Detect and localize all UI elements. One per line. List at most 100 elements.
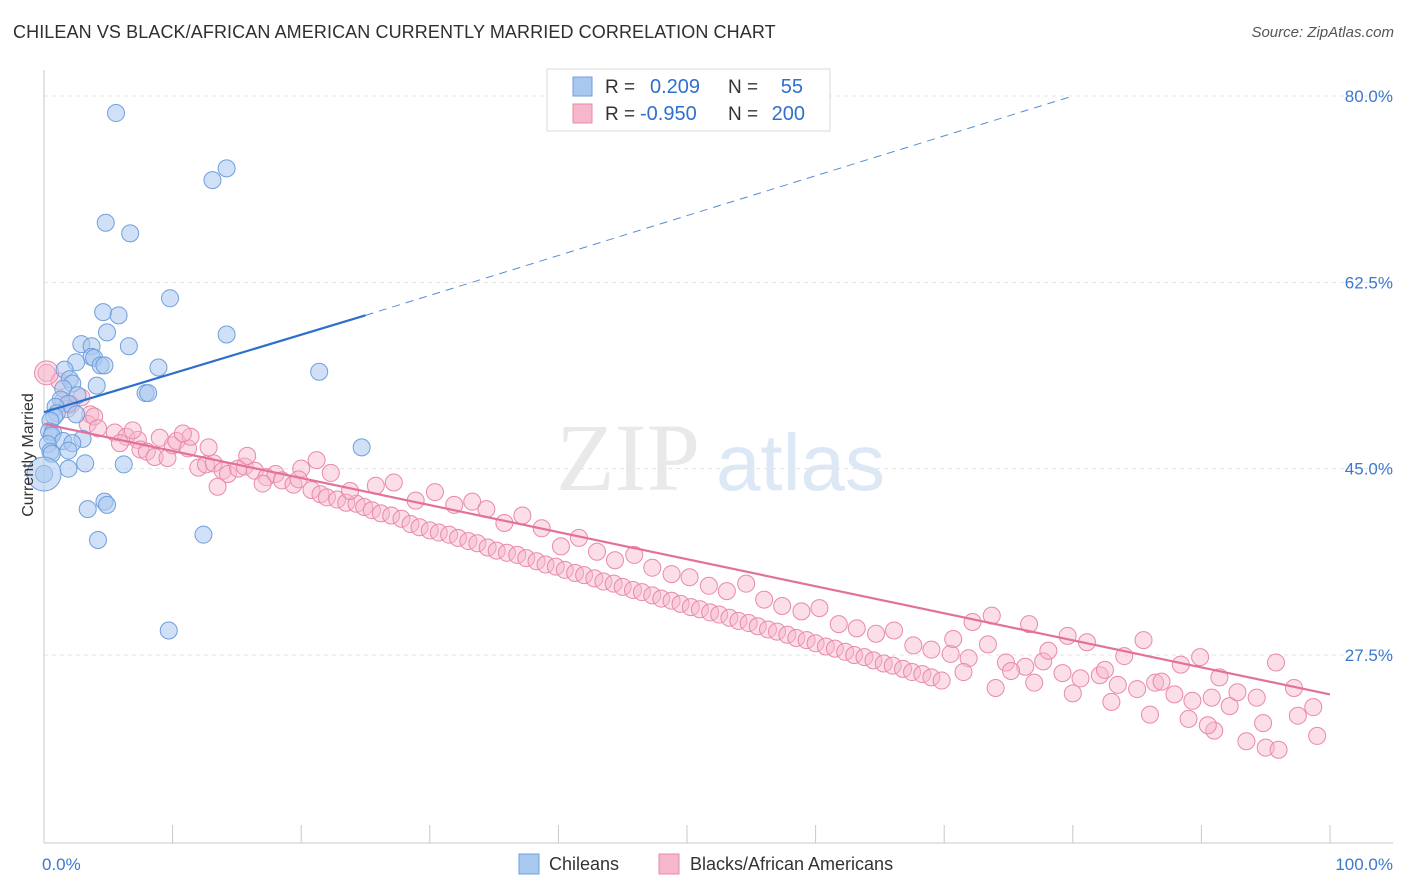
chileans-point-5 bbox=[161, 289, 180, 308]
blacks-point-163 bbox=[1002, 661, 1021, 680]
blacks-point-42 bbox=[382, 506, 401, 525]
blacks-point-56 bbox=[517, 549, 536, 568]
chileans-point-8 bbox=[217, 325, 236, 344]
chileans-trend-line bbox=[43, 314, 366, 414]
chileans-point-7 bbox=[109, 306, 128, 325]
blacks-point-145 bbox=[959, 649, 978, 668]
blacks-point-111 bbox=[321, 463, 340, 482]
blacks-point-144 bbox=[941, 644, 960, 663]
chileans-point-52 bbox=[78, 500, 97, 519]
blacks-point-125 bbox=[587, 542, 606, 561]
blacks-point-98 bbox=[922, 668, 941, 687]
chileans-trend-extension bbox=[365, 95, 1073, 316]
blacks-point-190 bbox=[1269, 740, 1288, 759]
blacks-point-157 bbox=[1183, 691, 1202, 710]
blacks-point-155 bbox=[1146, 673, 1165, 692]
blacks-point-171 bbox=[1152, 672, 1171, 691]
blacks-point-141 bbox=[885, 621, 904, 640]
blacks-point-123 bbox=[551, 537, 570, 556]
blacks-point-170 bbox=[1134, 631, 1153, 650]
chileans-point-46 bbox=[76, 454, 95, 473]
chart-title: CHILEAN VS BLACK/AFRICAN AMERICAN CURREN… bbox=[13, 22, 776, 42]
blacks-point-49 bbox=[449, 528, 468, 547]
blacks-trend-line bbox=[43, 422, 1331, 696]
x-tick-label-0: 0.0% bbox=[42, 855, 81, 874]
blacks-point-110 bbox=[307, 451, 326, 470]
blacks-point-188 bbox=[1237, 732, 1256, 751]
bottom-legend: Chileans Blacks/African Americans bbox=[518, 853, 893, 875]
chileans-point-55 bbox=[159, 621, 178, 640]
blacks-point-142 bbox=[904, 636, 923, 655]
legend-box: R = 0.209 N = 55 R = -0.950 N = 200 bbox=[546, 68, 831, 132]
chileans-point-47 bbox=[114, 455, 133, 474]
y-tick-label-1: 45.0% bbox=[1345, 460, 1393, 479]
watermark-zip: ZIP bbox=[556, 404, 700, 511]
blacks-point-51 bbox=[468, 534, 487, 553]
legend-r-label-1: R = bbox=[605, 104, 635, 125]
blacks-point-153 bbox=[1108, 675, 1127, 694]
blacks-point-101 bbox=[89, 419, 108, 438]
blacks-point-150 bbox=[1053, 664, 1072, 683]
blacks-point-132 bbox=[717, 582, 736, 601]
chileans-point-53 bbox=[194, 525, 213, 544]
blacks-point-75 bbox=[701, 603, 720, 622]
blacks-point-94 bbox=[883, 656, 902, 675]
blacks-point-182 bbox=[1025, 673, 1044, 692]
chileans-point-18 bbox=[149, 358, 168, 377]
bottom-legend-chileans: Chileans bbox=[549, 854, 619, 874]
blacks-point-164 bbox=[1020, 615, 1039, 634]
blacks-point-154 bbox=[1128, 680, 1147, 699]
chileans-point-23 bbox=[87, 376, 106, 395]
blacks-point-93 bbox=[874, 654, 893, 673]
blacks-point-11 bbox=[110, 434, 129, 453]
blacks-point-143 bbox=[922, 640, 941, 659]
blacks-point-68 bbox=[632, 583, 651, 602]
blacks-point-107 bbox=[238, 446, 257, 465]
blacks-point-129 bbox=[662, 565, 681, 584]
watermark-atlas: atlas bbox=[716, 418, 885, 507]
blacks-point-74 bbox=[690, 600, 709, 619]
chileans-point-3 bbox=[96, 213, 115, 232]
chileans-point-54 bbox=[89, 531, 108, 550]
chileans-point-large bbox=[26, 456, 62, 492]
chileans-point-43 bbox=[352, 438, 371, 457]
blacks-point-66 bbox=[613, 577, 632, 596]
y-tick-label-2: 62.5% bbox=[1345, 273, 1393, 292]
blacks-point-183 bbox=[1063, 684, 1082, 703]
blacks-point-148 bbox=[1016, 657, 1035, 676]
blacks-point-152 bbox=[1090, 666, 1109, 685]
blacks-point-116 bbox=[425, 483, 444, 502]
chileans-point-51 bbox=[98, 495, 117, 514]
chileans-point-9 bbox=[98, 323, 117, 342]
blacks-point-179 bbox=[1304, 698, 1323, 717]
source-label: Source: ZipAtlas.com bbox=[1251, 24, 1394, 41]
blacks-point-114 bbox=[384, 473, 403, 492]
blacks-point-112 bbox=[341, 482, 360, 501]
blacks-point-165 bbox=[1039, 641, 1058, 660]
bottom-legend-swatch-chileans bbox=[518, 853, 540, 875]
y-tick-label-3: 80.0% bbox=[1345, 87, 1393, 106]
blacks-point-158 bbox=[1202, 688, 1221, 707]
blacks-point-102 bbox=[123, 421, 142, 440]
blacks-point-151 bbox=[1071, 669, 1090, 688]
bottom-legend-blacks: Blacks/African Americans bbox=[690, 854, 893, 874]
blacks-point-14 bbox=[145, 447, 164, 466]
y-tick-label-0: 27.5% bbox=[1345, 646, 1393, 665]
blacks-point-137 bbox=[810, 599, 829, 618]
blacks-point-136 bbox=[792, 602, 811, 621]
blacks-point-134 bbox=[755, 590, 774, 609]
blacks-point-104 bbox=[173, 424, 192, 443]
chileans-point-4 bbox=[121, 224, 140, 243]
blacks-point-73 bbox=[681, 598, 700, 617]
blacks-point-86 bbox=[806, 634, 825, 653]
legend-swatch-chileans bbox=[572, 76, 593, 97]
blacks-point-105 bbox=[199, 438, 218, 457]
chileans-point-17 bbox=[95, 356, 114, 375]
legend-swatch-blacks bbox=[572, 103, 593, 124]
legend-n-value-0: 55 bbox=[781, 76, 803, 98]
trend-lines bbox=[43, 95, 1331, 696]
blacks-point-43 bbox=[392, 509, 411, 528]
chileans-point-12 bbox=[119, 337, 138, 356]
blacks-point-67 bbox=[623, 581, 642, 600]
